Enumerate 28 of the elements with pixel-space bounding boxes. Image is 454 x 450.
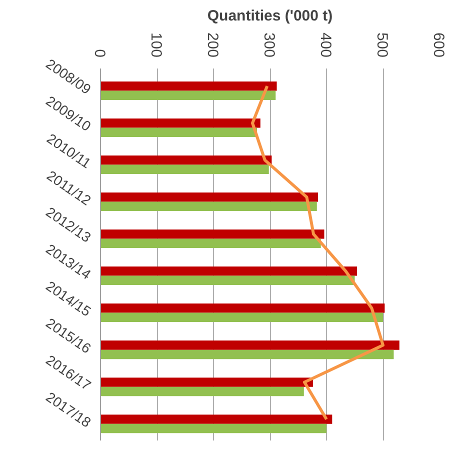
bar [100, 312, 383, 322]
x-tick-label: 500 [374, 32, 390, 58]
bar [100, 304, 385, 313]
bar [100, 276, 355, 286]
bar [100, 164, 269, 174]
bar [100, 340, 400, 350]
x-tick-label: 0 [91, 49, 108, 58]
x-tick-label: 400 [317, 32, 334, 58]
bar [100, 414, 332, 424]
bar [100, 386, 304, 396]
bar [100, 192, 318, 202]
bar [100, 90, 276, 100]
chart-title: Quantities ('000 t) [207, 8, 333, 24]
x-tick-label: 200 [204, 32, 221, 58]
bar [100, 202, 317, 212]
x-tick-label: 100 [148, 32, 164, 58]
bar [100, 155, 272, 165]
bar [100, 238, 321, 248]
x-tick-label: 600 [430, 32, 447, 58]
bar [100, 378, 313, 387]
bar [100, 230, 324, 239]
bar [100, 266, 358, 276]
bar [100, 118, 260, 128]
bar [100, 350, 394, 360]
bar [100, 424, 326, 434]
bar [100, 81, 277, 91]
x-tick-label: 300 [260, 32, 278, 58]
bar [100, 128, 258, 137]
